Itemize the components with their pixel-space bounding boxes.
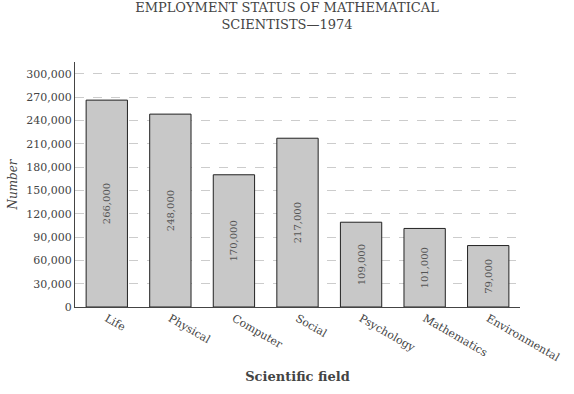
svg-text:0: 0 (65, 301, 72, 314)
svg-text:Physical: Physical (166, 312, 213, 347)
svg-text:Mathematics: Mathematics (420, 312, 490, 360)
svg-text:210,000: 210,000 (26, 138, 72, 151)
svg-text:180,000: 180,000 (26, 161, 72, 174)
svg-text:170,000: 170,000 (228, 220, 239, 261)
svg-text:240,000: 240,000 (26, 114, 72, 127)
svg-text:Social: Social (293, 312, 329, 340)
svg-text:Number: Number (6, 158, 20, 210)
svg-text:Computer: Computer (230, 312, 285, 352)
svg-text:150,000: 150,000 (26, 184, 72, 197)
svg-text:79,000: 79,000 (483, 259, 494, 294)
svg-text:217,000: 217,000 (292, 202, 303, 243)
svg-text:60,000: 60,000 (33, 254, 72, 267)
svg-text:266,000: 266,000 (101, 183, 112, 224)
svg-text:248,000: 248,000 (165, 190, 176, 231)
svg-text:30,000: 30,000 (33, 278, 72, 291)
svg-text:Scientific field: Scientific field (245, 369, 350, 384)
svg-text:Environmental: Environmental (484, 312, 562, 365)
svg-text:Psychology: Psychology (357, 312, 418, 355)
svg-text:90,000: 90,000 (33, 231, 72, 244)
svg-text:EMPLOYMENT STATUS OF MATHEMATI: EMPLOYMENT STATUS OF MATHEMATICALSCIENTI… (135, 0, 439, 32)
svg-text:109,000: 109,000 (356, 244, 367, 285)
svg-text:101,000: 101,000 (419, 247, 430, 288)
svg-text:270,000: 270,000 (26, 91, 72, 104)
svg-text:120,000: 120,000 (26, 208, 72, 221)
svg-text:300,000: 300,000 (26, 68, 72, 81)
svg-text:Life: Life (103, 312, 128, 334)
